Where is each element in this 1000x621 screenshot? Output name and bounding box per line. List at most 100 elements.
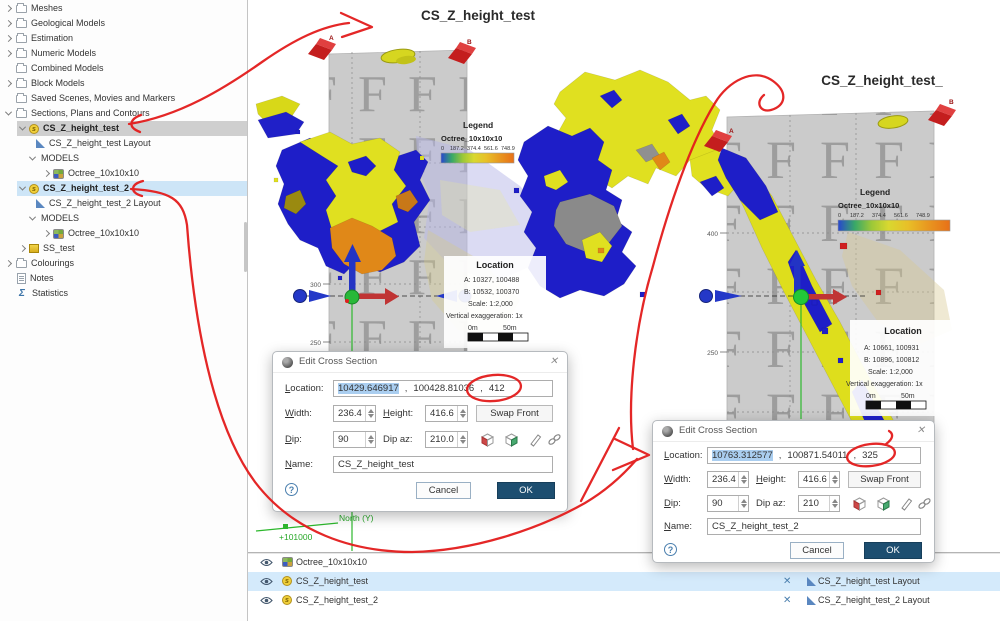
tree-item-models-2[interactable]: MODELS [0,211,247,226]
svg-text:250: 250 [707,350,718,357]
close-icon[interactable] [550,356,558,367]
shape-list-row-cs-test[interactable]: CS_Z_height_test CS_Z_height_test Layout [248,572,1000,591]
tree-item-sections-plans-contours[interactable]: Sections, Plans and Contours [0,106,247,121]
shape-list-row-cs-test-2[interactable]: CS_Z_height_test_2 CS_Z_height_test_2 La… [248,591,1000,610]
chevron-right-icon[interactable] [4,49,13,58]
tree-item-cs-z-height-test-layout[interactable]: CS_Z_height_test Layout [0,136,247,151]
dialog-titlebar[interactable]: Edit Cross Section [273,352,567,373]
tree-item-statistics[interactable]: Statistics [0,286,247,301]
chevron-right-icon[interactable] [18,244,27,253]
cancel-button[interactable]: Cancel [790,542,844,559]
chevron-right-icon[interactable] [42,169,51,178]
ok-button[interactable]: OK [497,482,555,499]
location-field[interactable]: 10429.646917, 100428.81036, 412 [333,380,553,397]
remove-icon[interactable] [783,572,791,591]
tree-item-cs-z-height-test-2[interactable]: CS_Z_height_test_2 [17,181,247,196]
location-z-value[interactable]: 325 [862,450,878,461]
location-field[interactable]: 10763.312577, 100871.54011, 325 [707,447,921,464]
location-x-value[interactable]: 10429.646917 [338,383,399,394]
dip-stepper[interactable]: 90 [333,431,376,448]
remove-icon[interactable] [783,591,791,610]
chevron-down-icon[interactable] [4,108,13,116]
red-face-view-icon[interactable] [851,495,868,512]
swap-front-button[interactable]: Swap Front [476,405,553,422]
shape-list-row-octree[interactable]: Octree_10x10x10 [248,553,1000,572]
tree-scrollbar[interactable] [244,222,247,272]
dip-azimuth-label: Dip az: [756,498,786,509]
svg-text:187.2: 187.2 [850,213,864,219]
visibility-eye-icon[interactable] [260,577,273,586]
folder-icon [16,47,27,58]
tree-item-octree-2[interactable]: Octree_10x10x10 [0,226,247,241]
chevron-down-icon[interactable] [28,213,37,221]
chevron-right-icon[interactable] [4,79,13,88]
ok-button[interactable]: OK [864,542,922,559]
width-stepper[interactable]: 236.4 [707,471,749,488]
section-layout-icon [36,199,45,208]
name-field[interactable]: CS_Z_height_test [333,456,553,473]
tree-item-numeric-models[interactable]: Numeric Models [0,46,247,61]
chevron-right-icon[interactable] [42,229,51,238]
section-box-icon [29,244,39,253]
tree-item-meshes[interactable]: Meshes [0,1,247,16]
chevron-right-icon[interactable] [4,259,13,268]
folder-icon [16,77,27,88]
svg-text:A: 10327, 100488: A: 10327, 100488 [464,277,519,284]
link-chain-icon[interactable] [916,495,933,512]
tree-item-combined-models[interactable]: Combined Models [0,61,247,76]
close-icon[interactable] [917,425,925,436]
tree-item-models-1[interactable]: MODELS [0,151,247,166]
tree-item-colourings[interactable]: Colourings [0,256,247,271]
tree-item-estimation[interactable]: Estimation [0,31,247,46]
link-chain-icon[interactable] [546,431,563,448]
help-icon[interactable] [664,543,677,556]
svg-text:561.6: 561.6 [484,146,498,152]
name-label: Name: [285,459,313,470]
dip-stepper[interactable]: 90 [707,495,749,512]
svg-text:Legend: Legend [463,120,493,130]
svg-text:Vertical exaggeration: 1x: Vertical exaggeration: 1x [446,313,523,320]
visibility-eye-icon[interactable] [260,558,273,567]
width-stepper[interactable]: 236.4 [333,405,376,422]
tree-item-cs-z-height-test[interactable]: CS_Z_height_test [17,121,247,136]
location-x-value[interactable]: 10763.312577 [712,450,773,461]
svg-text:0m: 0m [468,325,478,332]
location-y-value[interactable]: 100871.54011 [787,450,848,461]
tree-item-octree-1[interactable]: Octree_10x10x10 [0,166,247,181]
green-face-view-icon[interactable] [503,431,520,448]
chevron-down-icon[interactable] [18,183,27,191]
tree-item-ss-test[interactable]: SS_test [0,241,247,256]
cancel-button[interactable]: Cancel [416,482,471,499]
chevron-down-icon[interactable] [18,123,27,131]
folder-icon [16,32,27,43]
tree-item-cs-z-height-test-2-layout[interactable]: CS_Z_height_test_2 Layout [0,196,247,211]
name-field[interactable]: CS_Z_height_test_2 [707,518,921,535]
slicer-pencil-icon[interactable] [898,495,915,512]
height-stepper[interactable]: 416.6 [425,405,468,422]
svg-text:Scale: 1:2,000: Scale: 1:2,000 [868,369,913,376]
help-icon[interactable] [285,483,298,496]
red-face-view-icon[interactable] [479,431,496,448]
section-layout-icon [807,577,816,586]
tree-item-geological-models[interactable]: Geological Models [0,16,247,31]
swap-front-button[interactable]: Swap Front [848,471,921,488]
svg-text:300: 300 [310,282,321,289]
chevron-right-icon[interactable] [4,34,13,43]
location-z-value[interactable]: 412 [488,383,505,394]
tree-item-notes[interactable]: Notes [0,271,247,286]
chevron-down-icon[interactable] [28,153,37,161]
location-y-value[interactable]: 100428.81036 [413,383,475,394]
svg-text:Location: Location [476,260,514,270]
dip-azimuth-stepper[interactable]: 210.0 [425,431,468,448]
height-stepper[interactable]: 416.6 [798,471,840,488]
visibility-eye-icon[interactable] [260,596,273,605]
tree-item-block-models[interactable]: Block Models [0,76,247,91]
green-face-view-icon[interactable] [875,495,892,512]
chevron-right-icon[interactable] [4,4,13,13]
dip-azimuth-stepper[interactable]: 210 [798,495,840,512]
tree-item-saved-scenes[interactable]: Saved Scenes, Movies and Markers [0,91,247,106]
svg-text:B: 10532, 100370: B: 10532, 100370 [464,289,519,296]
slicer-pencil-icon[interactable] [527,431,544,448]
chevron-right-icon[interactable] [4,19,13,28]
dialog-titlebar[interactable]: Edit Cross Section [653,421,934,442]
